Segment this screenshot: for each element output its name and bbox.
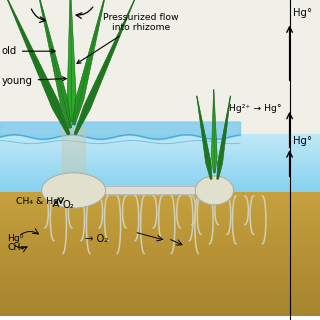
Bar: [0, 179, 320, 180]
Bar: [0, 196, 320, 201]
Bar: [0, 144, 320, 146]
Bar: [0, 192, 320, 196]
Bar: [0, 226, 320, 230]
Polygon shape: [74, 0, 135, 135]
Polygon shape: [38, 0, 72, 128]
Bar: [0, 243, 320, 247]
Bar: [0, 169, 320, 171]
Bar: [0, 171, 320, 173]
Bar: [0, 177, 320, 179]
Bar: [0, 218, 320, 222]
Bar: [0, 148, 320, 150]
Bar: [0, 256, 320, 260]
Bar: [0, 136, 320, 138]
Text: Hg²⁺ → Hg°: Hg²⁺ → Hg°: [229, 104, 281, 113]
Text: O₂: O₂: [63, 200, 75, 211]
Polygon shape: [6, 0, 70, 135]
Text: → O₂: → O₂: [85, 234, 108, 244]
Text: CH₄ & Hg⁰: CH₄ & Hg⁰: [16, 197, 63, 206]
Bar: [0, 222, 320, 226]
Polygon shape: [212, 90, 217, 173]
Bar: [0, 161, 320, 163]
Bar: [0, 205, 320, 209]
Bar: [0, 277, 320, 282]
Bar: [0, 142, 320, 144]
Bar: [0, 235, 320, 239]
Bar: [0, 294, 320, 299]
Polygon shape: [72, 0, 106, 125]
Bar: [0, 173, 320, 175]
Bar: [0, 152, 320, 154]
Bar: [0, 163, 320, 165]
Ellipse shape: [42, 173, 106, 208]
Bar: [0, 269, 320, 273]
Bar: [0, 286, 320, 290]
Bar: [0, 213, 320, 218]
Bar: [0, 252, 320, 256]
Bar: [0, 282, 320, 286]
Bar: [0, 265, 320, 269]
Bar: [0, 0, 320, 134]
Bar: [0, 247, 320, 252]
Text: Pressurized flow
into rhizome: Pressurized flow into rhizome: [77, 12, 179, 63]
Bar: [0, 201, 320, 205]
Bar: [0, 190, 320, 192]
Bar: [0, 273, 320, 277]
Bar: [0, 186, 320, 188]
Bar: [0, 188, 320, 190]
Bar: [0, 134, 320, 136]
Polygon shape: [196, 96, 212, 179]
Bar: [0, 140, 320, 142]
Bar: [0, 260, 320, 265]
Bar: [0, 154, 320, 156]
Bar: [0, 184, 320, 186]
Bar: [0, 303, 320, 307]
Polygon shape: [217, 96, 231, 179]
Bar: [0, 167, 320, 169]
Bar: [0, 290, 320, 294]
Bar: [0, 175, 320, 177]
Ellipse shape: [195, 176, 234, 205]
Bar: [0, 159, 320, 161]
Text: Hg⁰: Hg⁰: [7, 234, 24, 243]
Text: young: young: [2, 76, 66, 86]
Bar: [0, 138, 320, 140]
Bar: [0, 150, 320, 152]
Bar: [0, 209, 320, 213]
Bar: [0, 157, 320, 159]
Bar: [0, 156, 320, 157]
Bar: [0, 230, 320, 235]
Bar: [0, 311, 320, 316]
Polygon shape: [67, 0, 76, 122]
Text: old: old: [2, 46, 55, 56]
Bar: [0, 307, 320, 311]
Bar: [0, 182, 320, 184]
Bar: [0, 165, 320, 167]
Bar: [0, 299, 320, 303]
Text: Hg°: Hg°: [293, 136, 312, 146]
Bar: [0, 146, 320, 148]
Bar: [0, 239, 320, 243]
Text: CH₄: CH₄: [7, 243, 24, 252]
Bar: [0, 180, 320, 182]
Text: Hg°: Hg°: [293, 8, 312, 18]
